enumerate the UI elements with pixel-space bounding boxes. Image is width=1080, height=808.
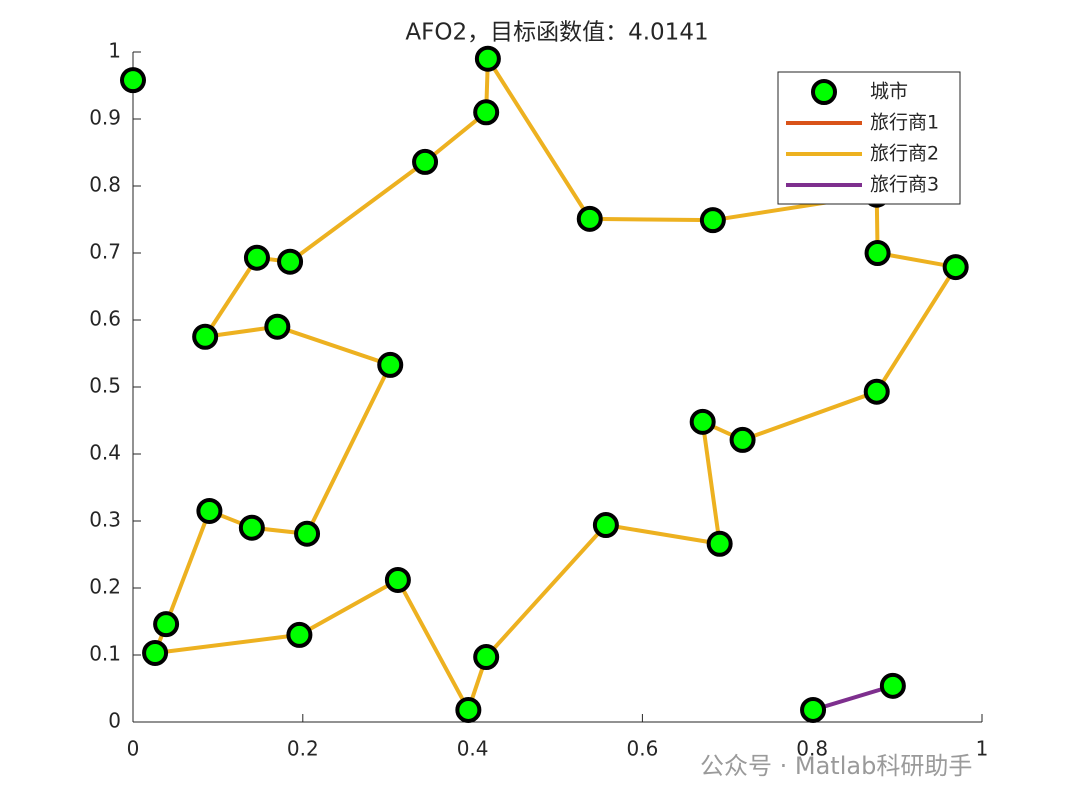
chart-title: AFO2，目标函数值：4.0141 bbox=[405, 20, 708, 46]
city-marker bbox=[473, 99, 500, 126]
city-marker bbox=[192, 323, 219, 350]
legend-label: 城市 bbox=[870, 81, 908, 103]
x-tick-label: 0.4 bbox=[457, 737, 489, 761]
x-tick-label: 0.6 bbox=[626, 737, 658, 761]
y-tick-label: 0.5 bbox=[89, 374, 121, 398]
y-tick-label: 0.9 bbox=[89, 106, 121, 130]
legend-label: 旅行商1 bbox=[870, 112, 939, 134]
city-marker bbox=[473, 644, 500, 671]
city-marker bbox=[120, 67, 146, 94]
city-marker bbox=[142, 639, 169, 666]
y-tick-label: 0.2 bbox=[89, 575, 121, 599]
y-tick-label: 0 bbox=[108, 709, 121, 733]
city-marker bbox=[264, 313, 291, 340]
x-tick-label: 0.2 bbox=[287, 737, 319, 761]
city-marker bbox=[384, 566, 411, 593]
legend-label: 旅行商2 bbox=[870, 143, 939, 165]
city-marker bbox=[474, 45, 501, 72]
city-marker bbox=[942, 254, 969, 281]
city-marker bbox=[377, 351, 404, 378]
y-tick-label: 0.4 bbox=[89, 441, 121, 465]
x-tick-label: 1 bbox=[976, 737, 989, 761]
route-line bbox=[812, 683, 894, 712]
legend-label: 旅行商3 bbox=[870, 174, 939, 196]
city-marker bbox=[800, 696, 827, 723]
city-marker bbox=[196, 497, 223, 524]
city-marker bbox=[243, 244, 270, 271]
y-tick-label: 0.3 bbox=[89, 508, 121, 532]
x-tick-label: 0 bbox=[127, 737, 140, 761]
city-marker bbox=[879, 672, 906, 699]
city-marker bbox=[286, 621, 313, 648]
y-tick-label: 0.6 bbox=[89, 307, 121, 331]
city-marker bbox=[277, 248, 304, 275]
city-marker bbox=[864, 240, 891, 266]
legend-box bbox=[777, 71, 961, 205]
y-tick-label: 0.1 bbox=[89, 642, 121, 666]
y-tick-label: 1 bbox=[108, 39, 121, 63]
x-tick-label: 0.8 bbox=[796, 737, 828, 761]
watermark: 公众号 · Matlab科研助手 bbox=[700, 752, 972, 780]
legend-marker bbox=[811, 79, 837, 105]
route-line bbox=[153, 57, 958, 712]
y-tick-label: 0.8 bbox=[89, 173, 121, 197]
city-marker bbox=[699, 207, 726, 234]
city-marker bbox=[592, 512, 619, 539]
city-marker bbox=[689, 408, 716, 435]
city-marker bbox=[706, 530, 733, 557]
city-marker bbox=[153, 611, 180, 638]
city-marker bbox=[412, 148, 439, 175]
y-tick-label: 0.7 bbox=[89, 240, 121, 264]
city-marker bbox=[294, 520, 321, 547]
city-marker bbox=[863, 378, 890, 405]
city-marker bbox=[455, 696, 482, 723]
city-marker bbox=[576, 205, 603, 232]
city-marker bbox=[238, 514, 265, 541]
city-marker bbox=[729, 426, 756, 453]
